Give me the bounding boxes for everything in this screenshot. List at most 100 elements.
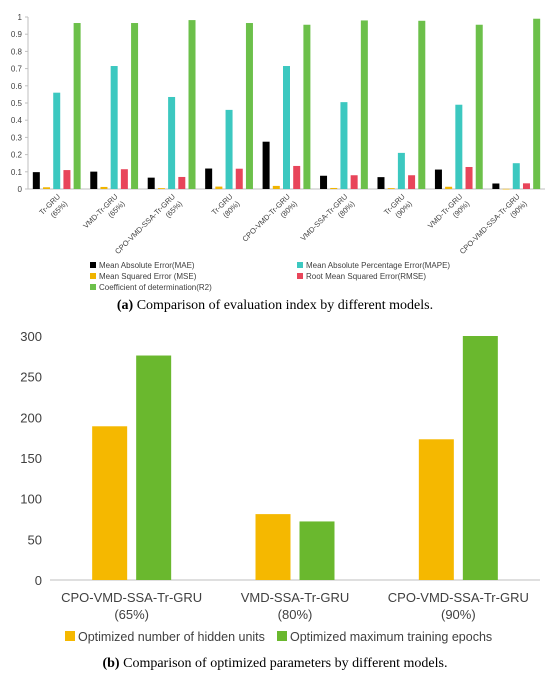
bar-0-0 — [92, 426, 128, 580]
bar-4-1 — [131, 23, 139, 189]
legend-label-4: Coefficient of determination(R2) — [99, 283, 212, 292]
y-tick-label: 0.8 — [11, 47, 23, 56]
legend-swatch-1 — [90, 273, 96, 279]
bar-2-1 — [110, 66, 118, 189]
bar-1-2 — [157, 188, 165, 189]
bar-1-7 — [445, 186, 453, 189]
bar-2-6 — [397, 152, 405, 189]
bar-0-6 — [377, 177, 385, 189]
bar-2-3 — [225, 109, 233, 189]
optimized-parameters-chart: 0 50 100 150 200 250 300 CPO-VMD-SSA-Tr-GRU (65%… — [20, 329, 540, 644]
y-tick-label: 150 — [20, 451, 42, 466]
bar-2-2 — [168, 96, 176, 189]
bar-1-6 — [387, 188, 395, 189]
x-tick-label: VMD-Tr-GRU(90%) — [426, 192, 472, 238]
bar-3-3 — [235, 168, 243, 189]
legend-swatch-3 — [297, 273, 303, 279]
bar-4-8 — [533, 18, 541, 189]
legend-swatch-1 — [277, 631, 287, 641]
bar-3-0 — [63, 170, 71, 189]
bar-1-5 — [330, 187, 338, 189]
x-tick-label: VMD-SSA-Tr-GRU — [241, 590, 350, 605]
bar-0-8 — [492, 183, 500, 189]
legend-label-2: Mean Absolute Percentage Error(MAPE) — [306, 261, 450, 270]
x-tick-label: CPO-VMD-SSA-Tr-GRU — [61, 590, 202, 605]
bar-4-3 — [245, 23, 253, 189]
caption-a-label: (a) — [116, 298, 134, 313]
bar-3-2 — [178, 176, 186, 189]
bar-4-6 — [418, 20, 426, 190]
x-tick-label: CPO-VMD-SSA-Tr-GRU(65%) — [113, 192, 184, 263]
y-tick-label: 0.5 — [11, 99, 23, 108]
y-tick-label: 0.3 — [11, 133, 23, 142]
legend-label-1: Optimized maximum training epochs — [290, 630, 492, 644]
bar-3-5 — [350, 175, 358, 189]
x-tick-label: Tr-GRU(80%) — [210, 192, 242, 224]
y-tick-label: 0.9 — [11, 30, 23, 39]
bar-2-0 — [53, 92, 61, 189]
bar-3-1 — [120, 169, 128, 189]
legend-swatch-4 — [90, 284, 96, 290]
x-tick-label: (90%) — [441, 607, 476, 622]
bar-0-0 — [32, 172, 40, 189]
legend-swatch-2 — [297, 262, 303, 268]
bar-2-8 — [512, 163, 520, 189]
bar-2-7 — [455, 104, 463, 189]
bar-3-6 — [408, 175, 416, 189]
y-tick-label: 200 — [20, 410, 42, 425]
y-tick-label: 50 — [28, 532, 42, 547]
bar-1-4 — [272, 185, 280, 189]
bar-1-3 — [215, 186, 223, 189]
bar-2-4 — [283, 66, 290, 189]
x-tick-label: CPO-VMD-SSA-Tr-GRU — [388, 590, 529, 605]
x-tick-label: VMD-SSA-Tr-GRU(80%) — [299, 192, 357, 250]
bar-1-2 — [462, 336, 498, 580]
legend-label-0: Mean Absolute Error(MAE) — [99, 261, 195, 270]
caption-b-label: (b) — [102, 656, 120, 671]
y-tick-label: 1 — [18, 13, 23, 22]
legend-swatch-0 — [65, 631, 75, 641]
bar-0-1 — [90, 171, 98, 189]
bar-0-5 — [320, 175, 328, 189]
y-tick-label: 0 — [18, 185, 23, 194]
legend-label-0: Optimized number of hidden units — [78, 630, 265, 644]
x-tick-label: VMD-Tr-GRU(65%) — [81, 192, 127, 238]
y-tick-label: 250 — [20, 370, 42, 385]
bar-0-2 — [147, 177, 155, 189]
bar-1-8 — [502, 188, 510, 190]
x-tick-label: CPO-VMD-Tr-GRU(80%) — [240, 192, 299, 251]
bar-1-0 — [43, 187, 51, 189]
bar-4-5 — [360, 20, 368, 189]
bar-4-0 — [73, 23, 81, 189]
bar-4-7 — [475, 24, 483, 189]
bar-3-4 — [293, 165, 301, 189]
x-tick-label: (80%) — [278, 607, 313, 622]
y-tick-label: 300 — [20, 329, 42, 344]
legend-label-3: Root Mean Squared Error(RMSE) — [306, 272, 426, 281]
bar-4-4 — [303, 24, 311, 189]
y-tick-label: 0.4 — [11, 116, 23, 125]
bar-1-1 — [100, 186, 108, 189]
bar-3-7 — [465, 166, 473, 189]
x-tick-label: Tr-GRU(90%) — [382, 192, 414, 224]
y-tick-label: 0.2 — [11, 151, 23, 160]
x-tick-label: Tr-GRU(65%) — [37, 192, 69, 224]
caption-b-text: Comparison of optimized parameters by di… — [119, 656, 448, 671]
bar-0-3 — [205, 168, 213, 189]
y-tick-label: 0.6 — [11, 82, 23, 91]
caption-b: (b) Comparison of optimized parameters b… — [0, 656, 550, 672]
bar-1-1 — [299, 521, 335, 580]
legend-label-1: Mean Squared Error (MSE) — [99, 272, 197, 281]
caption-a-text: Comparison of evaluation index by differ… — [133, 298, 434, 313]
y-tick-label: 100 — [20, 492, 42, 507]
caption-a: (a) Comparison of evaluation index by di… — [0, 298, 550, 314]
legend-swatch-0 — [90, 262, 96, 268]
x-tick-label: CPO-VMD-SSA-Tr-GRU(90%) — [458, 192, 529, 263]
bar-1-0 — [136, 355, 172, 580]
y-tick-label: 0 — [35, 573, 42, 588]
bar-4-2 — [188, 20, 196, 189]
y-tick-label: 0.7 — [11, 65, 23, 74]
bar-0-4 — [262, 141, 270, 189]
bar-0-2 — [418, 439, 454, 580]
bar-0-7 — [434, 169, 442, 189]
